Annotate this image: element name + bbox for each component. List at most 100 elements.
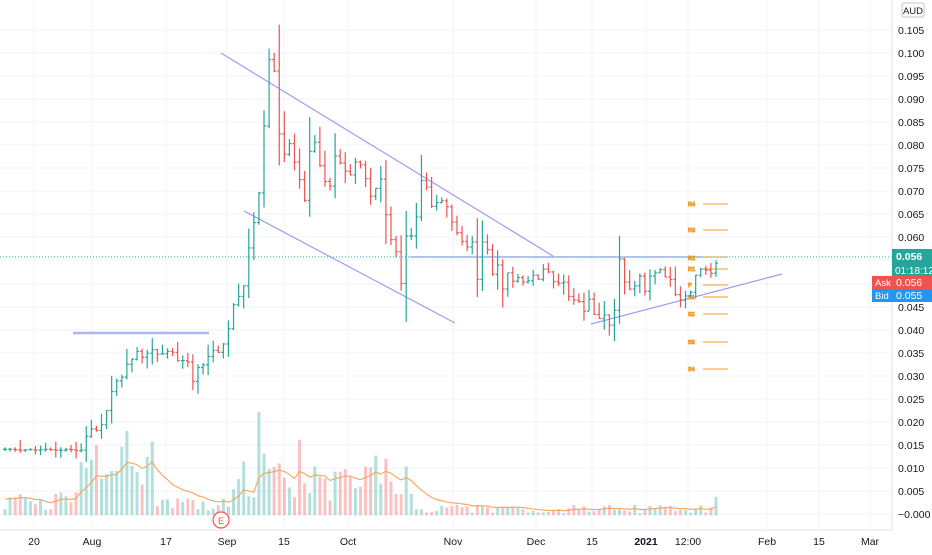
ohlc-bar (206, 344, 211, 376)
ohlc-bar (454, 215, 459, 236)
ohlc-bar (546, 262, 551, 274)
ask-tag: Ask 0.056 (872, 276, 932, 289)
ohlc-bar (165, 348, 170, 359)
volume-bar (237, 479, 241, 516)
ohlc-bar (89, 419, 94, 439)
volume-bar (135, 472, 139, 516)
volume-bar (23, 497, 27, 516)
volume-bar (292, 497, 296, 516)
ohlc-bar (256, 191, 261, 225)
ohlc-bar (404, 210, 409, 322)
time-tick-label: 2021 (634, 536, 658, 548)
time-tick-label: 15 (586, 536, 598, 548)
volume-bar (653, 508, 657, 516)
ohlc-bar (581, 292, 586, 321)
ohlc-bar (23, 449, 28, 453)
volume-bar (521, 509, 525, 516)
volume-bar (8, 497, 12, 516)
ohlc-bar (556, 273, 561, 287)
volume-bar (572, 505, 576, 516)
volume-bar (516, 507, 520, 516)
price-axis-labels: 0.105 0.100 0.095 0.090 0.085 0.080 0.075 0.070… (898, 25, 931, 521)
volume-bar (399, 494, 403, 516)
last-price-value: 0.056 (896, 251, 922, 263)
trendlines (73, 52, 783, 335)
ohlc-bar (33, 445, 38, 455)
ask-value: 0.056 (896, 277, 922, 289)
ohlc-bar (642, 272, 647, 296)
volume-bar (673, 511, 677, 516)
volume-bar (475, 505, 479, 516)
volume-bar (181, 501, 185, 516)
ohlc-bar (617, 235, 622, 324)
ohlc-bar (490, 244, 495, 276)
ohlc-bar (348, 164, 353, 176)
volume-bar (531, 510, 535, 516)
ohlc-bar (241, 285, 246, 309)
volume-bar (663, 506, 667, 516)
time-tick-label: 15 (278, 536, 290, 548)
ohlc-bar (388, 206, 393, 246)
volume-bar (196, 508, 200, 516)
price-tick-label: 0.030 (898, 371, 924, 383)
ohlc-bar (449, 204, 454, 231)
ohlc-bar (607, 314, 612, 336)
ohlc-bar (531, 269, 536, 286)
price-tick-label: 0.035 (898, 348, 924, 360)
volume-bar (28, 501, 32, 516)
ohlc-bar (129, 358, 134, 373)
currency-badge[interactable]: AUD (901, 2, 925, 18)
ohlc-bar (683, 290, 688, 309)
ohlc-bar (500, 259, 505, 308)
price-tick-label: 0.060 (898, 232, 924, 244)
volume-bar (409, 493, 413, 516)
ohlc-bar (368, 167, 373, 205)
pivot-r3-label: R3 (688, 228, 695, 234)
ohlc-bar (211, 340, 216, 363)
volume-bar (628, 511, 632, 516)
time-tick-label: 17 (160, 536, 172, 548)
volume-bar (557, 509, 561, 516)
ohlc-bar (8, 447, 13, 452)
bid-label: Bid (875, 291, 889, 302)
volume-bar (125, 431, 129, 516)
volume-bar (13, 497, 17, 516)
volume-bar (201, 501, 205, 516)
gridlines (0, 0, 892, 530)
ohlc-bar (282, 111, 287, 162)
volume-bar (689, 512, 693, 516)
volume-bar (455, 504, 459, 516)
volume-bar (404, 466, 408, 516)
ohlc-bar (272, 52, 277, 73)
volume-bar (64, 496, 68, 516)
ohlc-bar (251, 212, 256, 260)
volume-bar (526, 512, 530, 516)
time-tick-label: Oct (340, 536, 356, 548)
volume-bar (272, 466, 276, 516)
volume-bar (140, 484, 144, 516)
pivot-s3-label: S3 (688, 340, 695, 346)
volume-bar (74, 492, 78, 516)
volume-bar (54, 493, 58, 516)
volume-bar (587, 511, 591, 516)
volume-bar (359, 486, 362, 516)
ohlc-bar (653, 269, 658, 285)
ohlc-bar (180, 355, 185, 369)
volume-bar (546, 511, 550, 516)
ohlc-bar (424, 172, 429, 191)
volume-bar (678, 509, 682, 516)
price-tick-label: 0.085 (898, 117, 924, 129)
ohlc-bar (155, 348, 160, 363)
volume-bar (99, 478, 103, 516)
ohlc-bar (79, 443, 84, 453)
earnings-marker[interactable]: E (212, 511, 230, 529)
ohlc-bar (246, 228, 251, 299)
pivot-s4-label: S4 (688, 367, 695, 373)
volume-bar (145, 456, 149, 516)
ohlc-bar (551, 270, 556, 289)
volume-bar (191, 499, 195, 516)
time-tick-label: 15 (813, 536, 825, 548)
volume-bar (338, 471, 342, 516)
